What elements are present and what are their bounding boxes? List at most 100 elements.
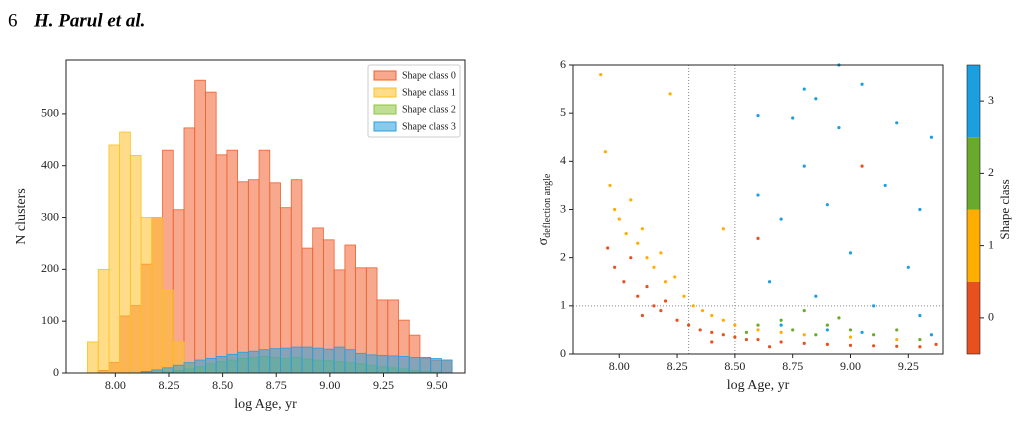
x-tick-label: 9.25 xyxy=(373,378,394,392)
x-tick-label: 9.00 xyxy=(319,378,340,392)
histogram-bar xyxy=(376,354,389,374)
histogram-bar xyxy=(419,357,432,374)
scatter-point xyxy=(617,217,621,221)
histogram-bar xyxy=(194,79,206,374)
colorbar-frame xyxy=(966,64,981,355)
scatter-point xyxy=(802,333,806,337)
x-tick-label: 9.00 xyxy=(840,359,861,373)
histogram-bar xyxy=(408,357,421,374)
plot-frame xyxy=(572,64,944,355)
histogram-bar xyxy=(162,289,174,374)
scatter-point xyxy=(767,280,772,284)
histogram-bar xyxy=(226,353,239,374)
x-tick-label: 9.50 xyxy=(427,378,448,392)
authors: H. Parul et al. xyxy=(33,10,145,31)
scatter-point xyxy=(779,323,783,327)
histogram-bar xyxy=(97,268,110,374)
y-axis-label: σdeflection angle xyxy=(536,173,553,245)
scatter-point xyxy=(848,328,853,332)
scatter-point xyxy=(906,265,910,269)
x-tick-label: 8.75 xyxy=(782,359,803,373)
scatter-point xyxy=(929,333,934,337)
histogram-bar xyxy=(129,154,142,374)
scatter-point xyxy=(608,183,612,188)
scatter-point xyxy=(645,256,649,260)
histogram-bar xyxy=(290,346,303,374)
scatter-point xyxy=(860,82,864,86)
histogram-bar xyxy=(162,367,174,374)
histogram-bar xyxy=(172,364,185,374)
y-tick-label: 300 xyxy=(41,209,59,223)
colorbar-segment xyxy=(967,65,980,138)
scatter-point xyxy=(691,304,695,308)
scatter-point xyxy=(733,335,737,339)
scatter-point xyxy=(756,328,760,332)
histogram-bar xyxy=(344,349,356,374)
histogram-bar xyxy=(290,179,303,374)
scatter-point xyxy=(733,323,737,327)
scatter-point xyxy=(860,164,864,168)
scatter-point xyxy=(624,231,628,236)
histogram-bar xyxy=(398,356,410,374)
scatter-point xyxy=(756,337,760,342)
y-axis-label-subscript: deflection angle xyxy=(542,173,553,238)
y-tick-label: 100 xyxy=(41,313,59,327)
scatter-point xyxy=(814,294,818,298)
histogram-bar xyxy=(194,359,206,374)
colorbar-tick-label: 2 xyxy=(988,165,994,179)
scatter-point xyxy=(687,323,691,327)
histogram-bar xyxy=(237,181,249,374)
scatter-point xyxy=(636,241,640,245)
scatter-point xyxy=(721,318,725,322)
scatter-point xyxy=(848,335,853,339)
scatter-point xyxy=(918,207,922,212)
histogram-bar xyxy=(387,355,399,374)
scatter-point xyxy=(872,333,876,337)
scatter-point xyxy=(779,340,783,344)
scatter-point xyxy=(779,318,783,322)
scatter-point xyxy=(682,294,686,298)
histogram-bar xyxy=(119,131,131,374)
scatter-point xyxy=(710,313,714,318)
histogram-bar xyxy=(323,348,335,374)
scatter-point xyxy=(721,333,725,337)
legend-label: Shape class 1 xyxy=(402,87,456,98)
y-tick-label: 4 xyxy=(560,153,566,167)
scatter-point xyxy=(779,217,783,221)
legend-label: Shape class 3 xyxy=(402,121,456,132)
y-tick-label: 200 xyxy=(41,261,59,275)
scatter-point xyxy=(622,280,626,284)
scatter-point xyxy=(756,113,760,118)
scatter-point xyxy=(802,164,806,168)
histogram-bar xyxy=(280,347,292,374)
scatter-point xyxy=(645,284,649,289)
scatter-point xyxy=(895,337,899,342)
histogram-bar xyxy=(430,358,442,374)
x-tick-label: 8.25 xyxy=(158,378,179,392)
scatter-point xyxy=(640,227,644,231)
x-tick-label: 9.25 xyxy=(898,359,919,373)
scatter-point xyxy=(848,343,853,347)
scatter-point xyxy=(802,309,806,313)
scatter-point xyxy=(710,340,714,344)
x-axis-label: log Age, yr xyxy=(727,378,790,393)
colorbar-tick-label: 3 xyxy=(988,93,994,107)
scatter-point xyxy=(825,342,829,346)
colorbar-segment xyxy=(967,209,980,282)
histogram-bar xyxy=(205,91,217,374)
scatter-point xyxy=(698,328,702,332)
x-axis-label: log Age, yr xyxy=(234,397,297,412)
colorbar-tick-label: 1 xyxy=(988,237,994,251)
histogram-bar xyxy=(215,154,228,374)
scatter-point xyxy=(929,135,934,139)
scatter-point xyxy=(673,275,677,279)
histogram-bar xyxy=(269,182,281,374)
scatter-point xyxy=(700,309,705,313)
histogram-bar xyxy=(312,347,324,374)
scatter-point xyxy=(837,126,841,130)
y-tick-label: 500 xyxy=(41,106,59,120)
scatter-point xyxy=(895,121,899,125)
histogram-bar xyxy=(108,144,121,374)
scatter-point xyxy=(652,304,656,308)
